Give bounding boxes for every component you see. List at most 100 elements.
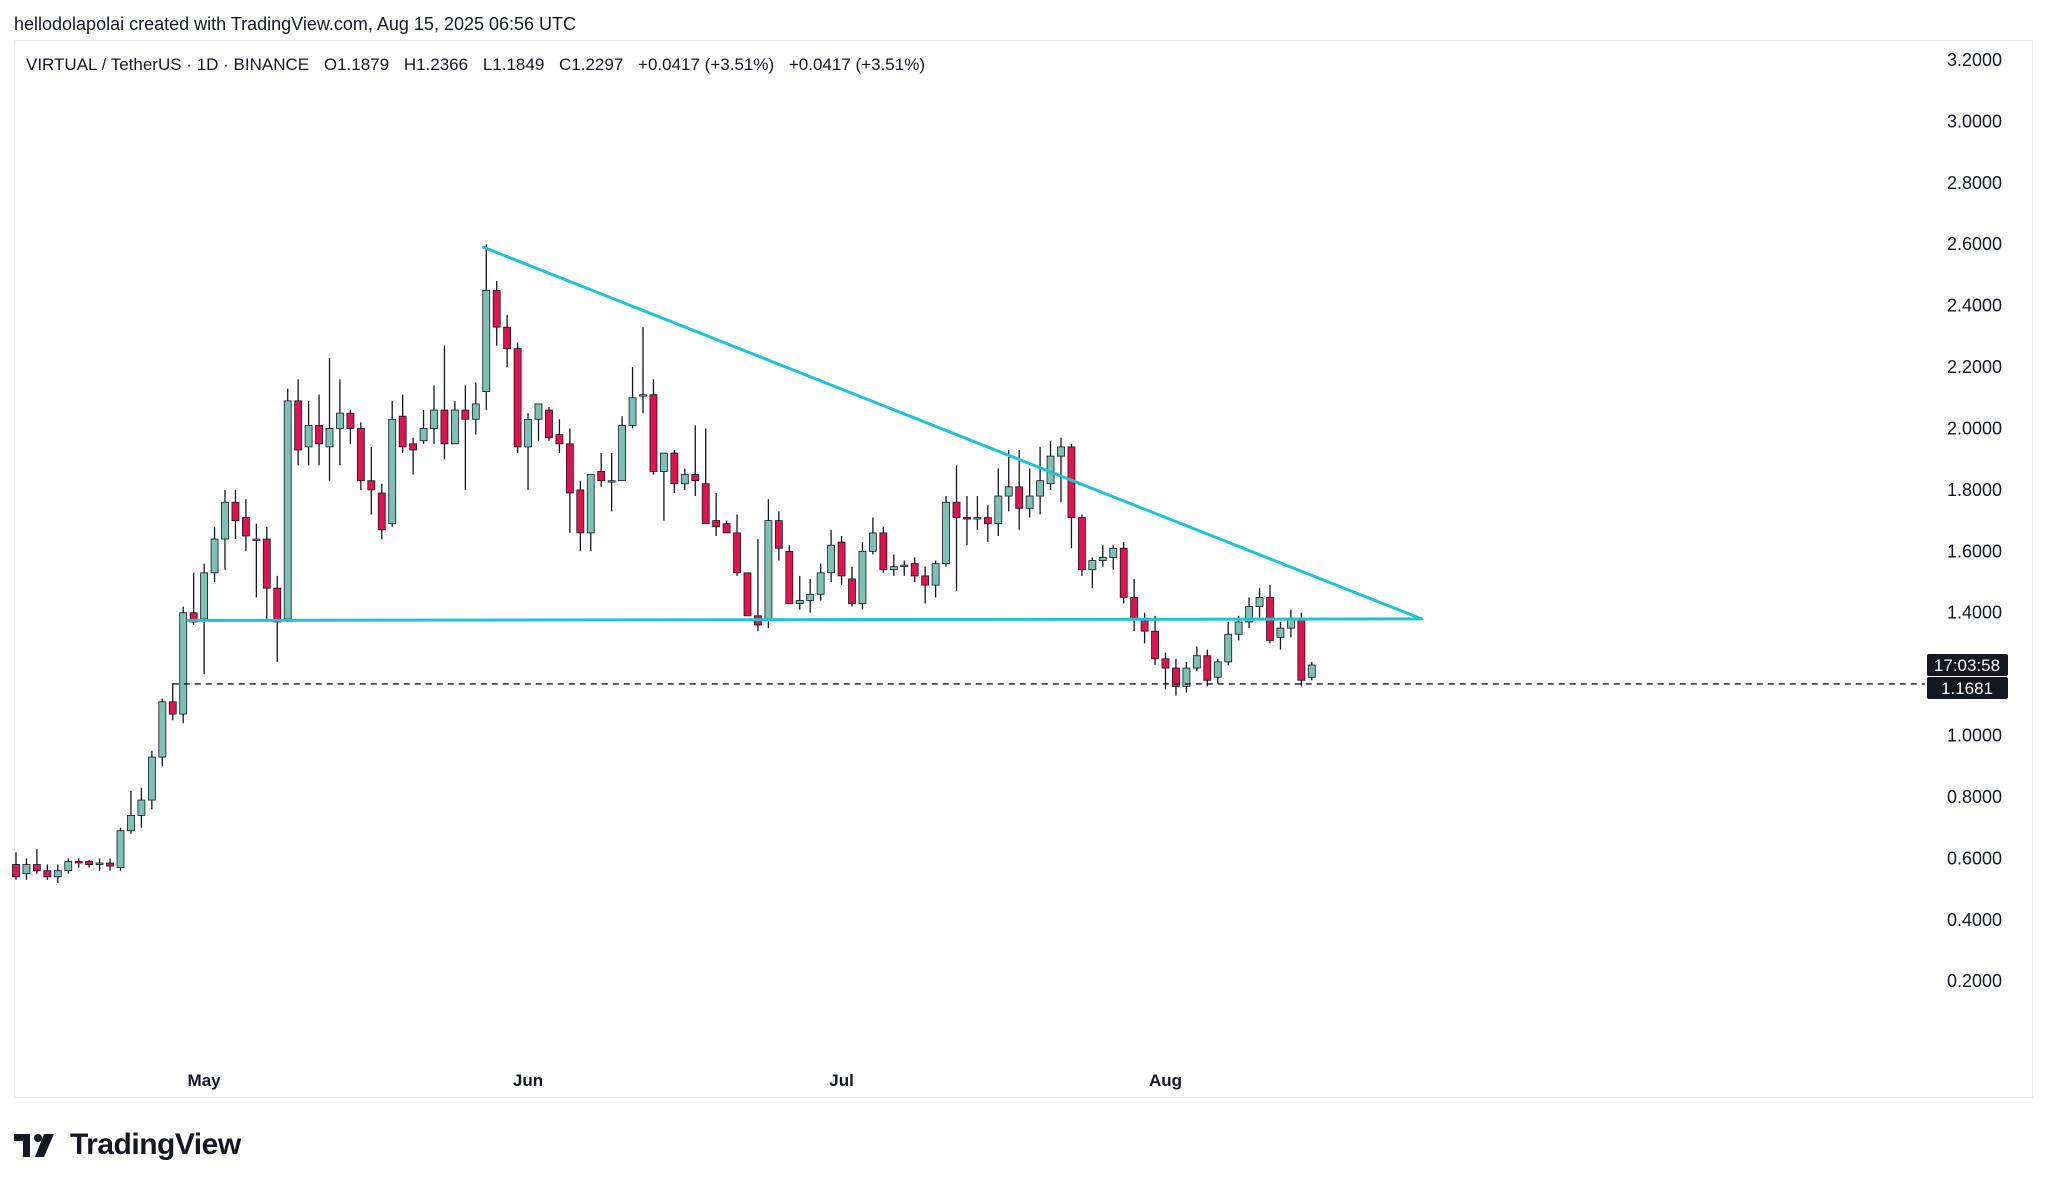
bearish-candle-body xyxy=(1015,486,1024,509)
candle xyxy=(586,474,595,552)
bearish-candle-body xyxy=(712,520,721,528)
trendline[interactable] xyxy=(186,617,1424,622)
candle xyxy=(1057,437,1065,503)
bearish-candle-body xyxy=(33,864,41,872)
candle xyxy=(524,413,532,490)
bearish-candle-body xyxy=(722,523,731,534)
candle xyxy=(158,698,167,767)
candle xyxy=(294,379,303,466)
bearish-candle-body xyxy=(231,501,240,522)
chart-frame xyxy=(14,40,2033,1098)
bullish-candle-body xyxy=(325,428,334,448)
bullish-candle-body xyxy=(200,572,209,620)
trendline[interactable] xyxy=(482,245,1424,621)
candle xyxy=(200,563,209,675)
trendlines-layer[interactable] xyxy=(186,245,1424,622)
candle xyxy=(1067,443,1076,549)
candle xyxy=(837,535,846,586)
candle xyxy=(921,566,930,604)
close-value: C1.2297 xyxy=(559,55,624,74)
bullish-candle-body xyxy=(53,870,62,878)
bullish-candle-body xyxy=(660,452,668,472)
bearish-candle-body xyxy=(241,517,250,537)
candle xyxy=(283,388,292,622)
attribution-text: hellodolapolai created with TradingView.… xyxy=(14,14,577,34)
bearish-candle-body xyxy=(346,412,355,429)
bullish-candle-body xyxy=(1213,661,1222,678)
bullish-candle-body xyxy=(1224,633,1233,663)
price-tick-label: 1.0000 xyxy=(1947,726,2002,746)
tradingview-brand-text: TradingView xyxy=(70,1128,241,1161)
bullish-candle-body xyxy=(1109,547,1118,558)
bearish-candle-body xyxy=(701,483,710,525)
tradingview-logo[interactable]: TradingView xyxy=(14,1128,241,1162)
candle xyxy=(1297,612,1306,687)
bearish-candle-body xyxy=(409,443,418,451)
candle xyxy=(983,505,992,543)
price-tick-label: 3.0000 xyxy=(1947,111,2002,131)
bullish-candle-body xyxy=(942,501,950,565)
candle xyxy=(639,327,647,414)
bearish-candle-body xyxy=(74,861,83,864)
candle xyxy=(356,422,365,490)
candle xyxy=(597,453,606,487)
bearish-candle-body xyxy=(910,563,919,577)
candle xyxy=(743,572,752,617)
bearish-candle-body xyxy=(670,452,679,485)
bearish-candle-body xyxy=(743,572,752,617)
bullish-candle-body xyxy=(1192,655,1201,669)
price-tick-label: 0.4000 xyxy=(1947,910,2002,930)
candle xyxy=(231,489,240,540)
bearish-candle-body xyxy=(85,861,94,865)
bearish-candle-body xyxy=(879,532,888,571)
bullish-candle-body xyxy=(1088,560,1097,571)
candle xyxy=(450,400,459,445)
bearish-candle-body xyxy=(503,326,512,350)
price-tick-label: 1.6000 xyxy=(1947,541,2002,561)
candle xyxy=(670,449,679,493)
bullish-candle-body xyxy=(858,550,867,604)
candle xyxy=(1140,612,1149,644)
price-tick-label: 0.8000 xyxy=(1947,787,2002,807)
candle xyxy=(555,419,564,454)
candle xyxy=(1255,588,1264,619)
bearish-candle-body xyxy=(555,434,564,445)
candle xyxy=(1287,609,1295,638)
candle xyxy=(471,382,480,435)
bullish-candle-body xyxy=(618,425,626,482)
candle xyxy=(1192,646,1201,672)
candle xyxy=(388,400,397,527)
time-axis[interactable]: May Jun Jul Aug xyxy=(188,1071,1182,1090)
bearish-candle-body xyxy=(440,409,449,445)
high-value: H1.2366 xyxy=(403,55,469,74)
month-label: Jul xyxy=(829,1071,854,1090)
symbol-label[interactable]: VIRTUAL / TetherUS · 1D · BINANCE xyxy=(26,55,310,74)
candle xyxy=(189,572,198,626)
candle xyxy=(1109,545,1118,570)
candle xyxy=(660,452,668,521)
candle xyxy=(210,526,219,583)
change-value-secondary: +0.0417 (+3.51%) xyxy=(788,55,925,74)
candle xyxy=(931,560,940,598)
bullish-candle-body xyxy=(639,394,647,397)
bullish-candle-body xyxy=(607,480,616,483)
bearish-candle-body xyxy=(43,870,52,878)
low-value: L1.1849 xyxy=(482,55,545,74)
candle xyxy=(534,403,543,441)
bearish-candle-body xyxy=(1151,630,1159,660)
candle xyxy=(1036,446,1044,515)
candle xyxy=(336,379,344,466)
tradingview-logo-icon xyxy=(14,1134,54,1157)
bearish-candle-body xyxy=(1130,596,1139,620)
bearish-candle-body xyxy=(315,425,323,445)
bullish-candle-body xyxy=(534,403,543,420)
bullish-candle-body xyxy=(1182,667,1191,687)
candle xyxy=(774,511,783,561)
candle xyxy=(858,542,867,610)
bullish-candle-body xyxy=(795,600,804,604)
candle xyxy=(513,342,522,454)
bearish-candle-body xyxy=(377,492,386,531)
price-axis[interactable]: 3.2000 3.0000 2.8000 2.6000 2.4000 2.2000 2.00… xyxy=(1947,50,2002,991)
candle xyxy=(722,520,731,534)
